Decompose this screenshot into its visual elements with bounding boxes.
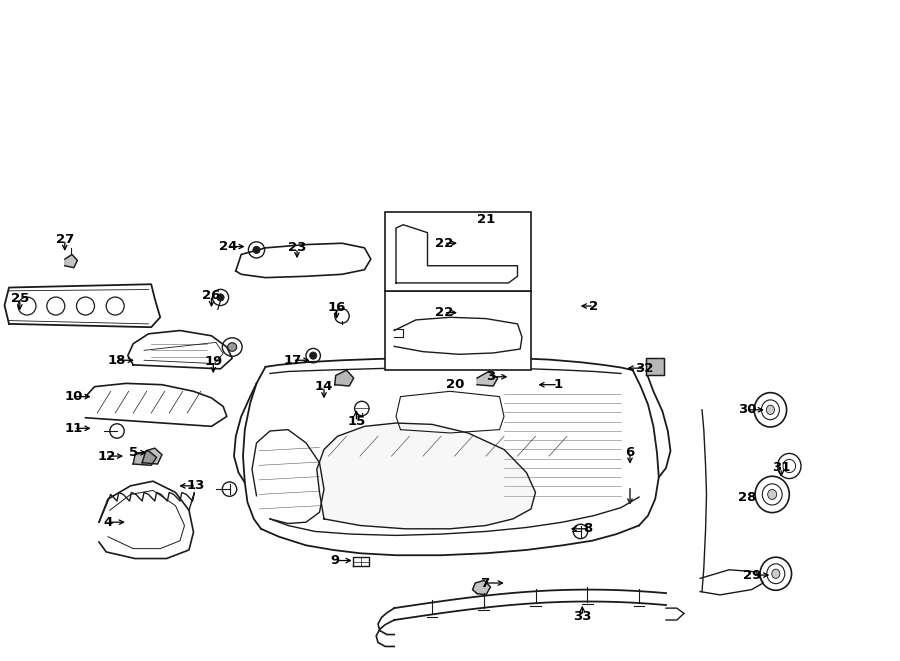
Ellipse shape [767,405,774,414]
Circle shape [310,352,317,359]
Text: 25: 25 [11,292,29,305]
Ellipse shape [768,489,777,500]
Ellipse shape [228,343,237,352]
Text: 4: 4 [104,516,112,529]
Polygon shape [65,254,77,268]
Polygon shape [317,423,536,529]
Text: 21: 21 [477,213,495,226]
Text: 8: 8 [583,522,592,535]
Circle shape [253,247,260,253]
Text: 14: 14 [315,380,333,393]
Text: 15: 15 [347,415,365,428]
Polygon shape [472,580,490,595]
Text: 30: 30 [738,403,756,416]
Text: 9: 9 [330,554,339,567]
Text: 33: 33 [573,609,591,623]
Text: 13: 13 [187,479,205,492]
Text: 2: 2 [590,299,598,313]
Polygon shape [133,451,157,465]
Text: 23: 23 [288,241,306,254]
Text: 17: 17 [284,354,302,367]
Polygon shape [142,448,162,464]
Text: 5: 5 [129,446,138,459]
Text: 26: 26 [202,289,220,302]
Text: 22: 22 [435,306,453,319]
Text: 22: 22 [435,237,453,250]
Polygon shape [335,370,354,386]
Text: 16: 16 [328,301,346,314]
Ellipse shape [772,569,779,578]
Text: 32: 32 [635,362,653,375]
Bar [385,212,531,291]
Circle shape [217,294,224,301]
Text: 6: 6 [626,446,634,459]
Text: 11: 11 [65,422,83,435]
Polygon shape [646,358,664,375]
Text: 12: 12 [97,449,115,463]
Circle shape [405,230,410,235]
Text: 1: 1 [554,378,562,391]
Text: 29: 29 [743,568,761,582]
Text: 3: 3 [486,370,495,383]
Text: 24: 24 [219,240,237,253]
Circle shape [405,313,410,319]
Text: 27: 27 [56,233,74,246]
Text: 18: 18 [108,354,126,367]
Bar [385,291,531,370]
Text: 7: 7 [480,576,489,590]
Text: 31: 31 [772,461,790,475]
Text: 20: 20 [446,378,464,391]
Text: 28: 28 [738,490,756,504]
Text: 19: 19 [204,355,222,368]
Text: 10: 10 [65,390,83,403]
Polygon shape [477,371,498,386]
